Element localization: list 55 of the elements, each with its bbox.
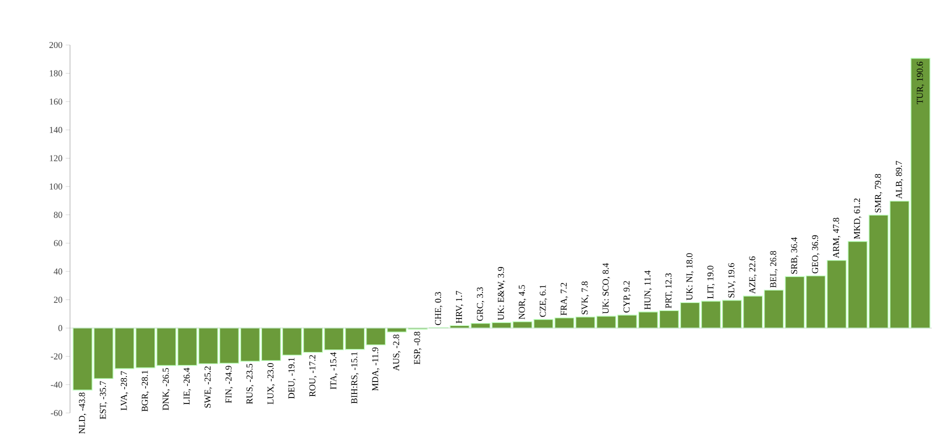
data-label: NLD, -43.8	[78, 392, 86, 434]
data-label: HUN, 11.4	[644, 270, 652, 310]
y-tick-label: 60	[54, 240, 62, 246]
data-label: UK: SCO, 8.4	[602, 263, 610, 314]
y-tick-label: 0	[58, 325, 62, 332]
data-label: FIN, -24.9	[226, 366, 233, 403]
data-label: CZE, 6.1	[540, 285, 548, 317]
y-tick-label: -60	[50, 410, 62, 416]
data-label: UK: E&W, 3.9	[498, 267, 506, 320]
data-label: LIE, -26.4	[184, 368, 191, 405]
data-label: SLV, 19.6	[728, 263, 736, 298]
data-label: AUS, -2.8	[393, 334, 400, 371]
data-label: LVA, -28.7	[120, 371, 128, 410]
y-tick-label: 160	[50, 98, 62, 105]
y-tick-label: 180	[50, 70, 62, 76]
data-label: BGR, -28.1	[142, 370, 150, 412]
data-label: UK: NI, 18.0	[686, 253, 694, 300]
data-label: SMR, 79.8	[874, 174, 882, 212]
y-tick-label: -40	[50, 382, 62, 388]
data-label: LUX, -23.0	[267, 363, 275, 404]
data-label: PRT, 12.3	[665, 273, 673, 308]
data-label: SVK, 7.8	[582, 281, 589, 314]
data-label: GRC, 3.3	[476, 287, 484, 321]
y-tick-label: 200	[49, 42, 62, 48]
y-tick-label: 120	[50, 155, 62, 162]
y-tick-label: 40	[54, 268, 62, 274]
y-tick-label: 100	[50, 183, 62, 190]
data-label: MKD, 61.2	[854, 198, 862, 239]
data-label: AZE, 22.6	[749, 256, 757, 294]
data-label: SWE, -25.2	[204, 366, 212, 408]
data-label: DNK, -26.5	[162, 368, 170, 410]
data-label: BEL, 26.8	[770, 251, 778, 288]
data-label: SRB, 36.4	[791, 237, 798, 274]
data-label: ESP, -0.8	[414, 332, 422, 364]
data-label: ROU, -17.2	[309, 355, 317, 397]
data-label: BIH:RS, -15.1	[351, 352, 359, 404]
data-label: FRA, 7.2	[560, 282, 568, 316]
data-label: NOR, 4.5	[518, 285, 526, 320]
data-label: RUS, -23.5	[246, 364, 254, 404]
data-label: LIT, 19.0	[707, 266, 715, 299]
data-label: ITA, -15.4	[330, 352, 338, 390]
data-label: MDA, -11.9	[372, 347, 380, 391]
data-label: TUR, 190.6	[916, 62, 924, 104]
y-tick-label: 140	[50, 126, 62, 133]
y-tick-label: -20	[50, 353, 62, 360]
data-label: EST, -35.7	[100, 381, 108, 420]
data-label: ARM, 47.8	[832, 218, 840, 258]
data-label: CHE, 0.3	[434, 292, 442, 326]
data-label: ALB, 89.7	[896, 160, 904, 199]
y-tick-label: 20	[54, 296, 62, 303]
data-label: DEU, -19.1	[288, 358, 296, 399]
data-label: CYP, 9.2	[624, 281, 631, 312]
data-label: GEO, 36.9	[812, 235, 820, 274]
data-label: HRV, 1.7	[456, 290, 464, 324]
y-tick-label: 80	[54, 212, 62, 218]
